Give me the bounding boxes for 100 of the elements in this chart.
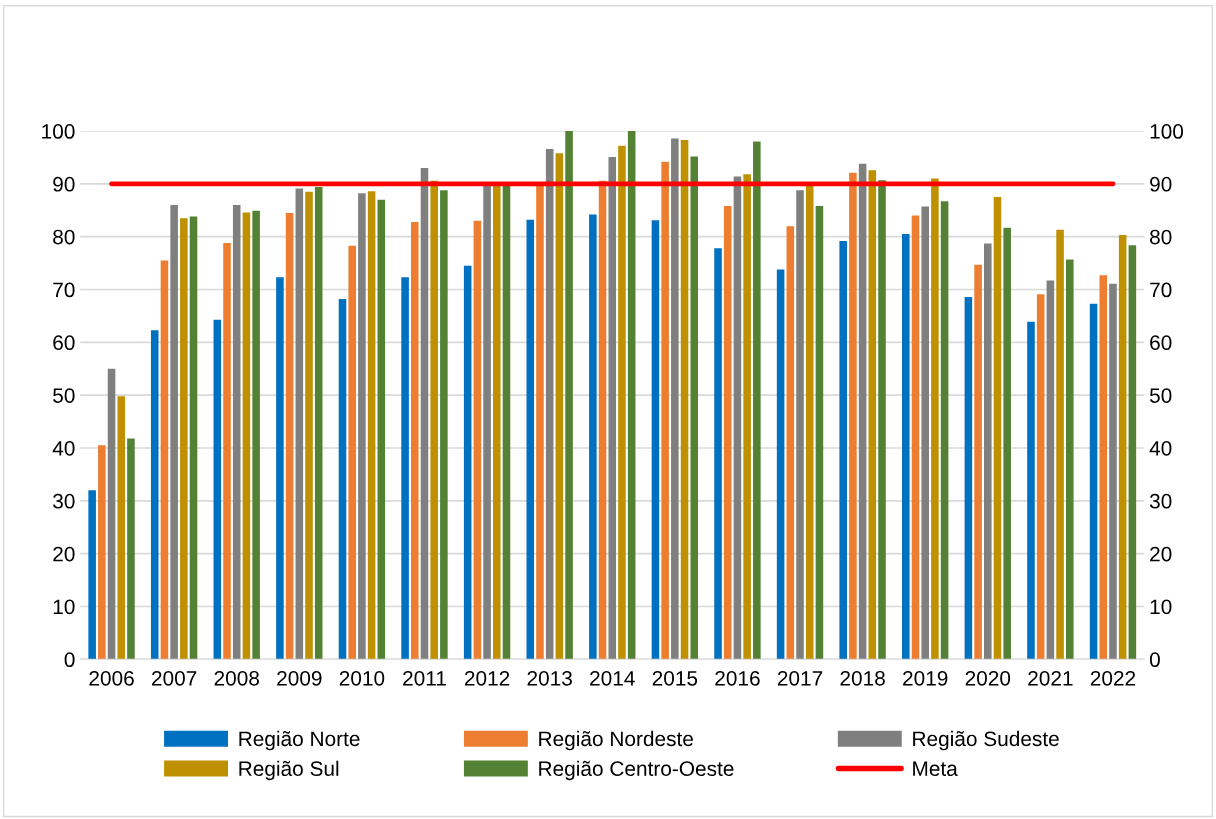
legend-label: Região Sul <box>239 760 339 781</box>
y2-tick-label: 100 <box>1150 124 1184 139</box>
legend-label: Região Centro-Oeste <box>539 760 734 781</box>
y-tick-label: 0 <box>64 652 75 668</box>
bar <box>776 269 785 660</box>
bar <box>295 188 304 660</box>
bar <box>627 131 636 660</box>
bar <box>902 234 910 660</box>
y-tick-label: 100 <box>42 124 75 139</box>
bar <box>993 197 1002 660</box>
bar <box>305 191 313 660</box>
y-tick-label: 20 <box>53 546 75 562</box>
bar <box>180 218 188 660</box>
bar <box>367 191 376 660</box>
bar <box>805 183 814 660</box>
x-tick-label: 2008 <box>214 670 259 686</box>
y-tick-label: 10 <box>53 599 75 615</box>
bar <box>1109 283 1117 660</box>
y2-tick-label: 20 <box>1150 546 1172 562</box>
bar <box>276 277 284 660</box>
y2-tick-label: 0 <box>1149 652 1160 668</box>
y-tick-label: 50 <box>53 388 75 403</box>
bar <box>1027 321 1035 660</box>
bar <box>849 172 857 660</box>
bar <box>242 212 251 660</box>
bar <box>796 190 804 660</box>
bar <box>358 193 366 660</box>
bar <box>589 214 597 660</box>
bar <box>839 240 847 660</box>
bar <box>921 206 929 660</box>
bar <box>714 248 722 660</box>
bar <box>1065 259 1074 660</box>
y2-tick-label: 30 <box>1149 493 1172 509</box>
bar <box>1056 229 1064 660</box>
bar <box>348 245 356 660</box>
y2-tick-label: 80 <box>1150 229 1172 245</box>
bar <box>377 199 386 660</box>
bar <box>651 220 660 660</box>
bar <box>98 445 106 660</box>
bar <box>463 265 472 660</box>
bar <box>252 210 260 660</box>
y-tick-label: 30 <box>53 493 75 509</box>
bar <box>858 163 867 660</box>
x-tick-label: 2018 <box>840 670 885 686</box>
y-tick-label: 40 <box>52 440 75 456</box>
bar <box>536 183 544 660</box>
x-tick-label: 2006 <box>89 670 134 686</box>
bar <box>743 174 751 660</box>
bar <box>107 368 116 660</box>
y2-tick-label: 10 <box>1150 599 1172 615</box>
bar <box>733 176 742 660</box>
bar <box>160 260 169 660</box>
bar <box>440 190 448 660</box>
y2-tick-label: 70 <box>1150 282 1172 298</box>
x-tick-label: 2014 <box>590 670 635 686</box>
y-tick-label: 60 <box>53 335 75 351</box>
legend-label: Meta <box>913 761 958 777</box>
bar <box>420 168 429 660</box>
bar <box>878 180 886 660</box>
bar <box>671 138 679 660</box>
legend-label: Região Nordeste <box>539 730 693 751</box>
bar <box>338 299 347 660</box>
y-tick-label: 80 <box>53 229 75 245</box>
bar <box>1036 294 1045 660</box>
bar <box>1089 303 1098 660</box>
bar <box>117 396 126 660</box>
bar <box>401 277 409 660</box>
bar <box>223 243 231 660</box>
bar <box>815 206 824 660</box>
bar <box>680 140 689 660</box>
bar <box>232 205 241 660</box>
bar <box>723 206 732 660</box>
bar <box>1099 275 1108 660</box>
bar <box>285 212 294 660</box>
x-tick-label: 2017 <box>777 670 823 686</box>
bar <box>127 438 135 660</box>
bar <box>868 170 877 660</box>
bar <box>931 178 939 660</box>
y2-tick-label: 50 <box>1149 388 1172 403</box>
bar <box>314 187 323 660</box>
bar <box>189 216 198 660</box>
y2-tick-label: 60 <box>1150 335 1172 351</box>
x-tick-label: 2007 <box>152 670 197 686</box>
bar <box>753 141 761 660</box>
bar <box>150 330 159 660</box>
x-tick-label: 2011 <box>403 670 446 686</box>
bar <box>618 145 626 660</box>
y2-tick-label: 40 <box>1149 440 1172 456</box>
y2-tick-label: 90 <box>1150 176 1172 192</box>
bar <box>786 226 795 660</box>
bar <box>911 215 920 660</box>
bar <box>1118 235 1127 660</box>
bar <box>940 201 949 660</box>
x-tick-label: 2021 <box>1028 670 1073 686</box>
x-tick-label: 2022 <box>1090 670 1136 686</box>
bar <box>526 219 535 660</box>
bar <box>411 221 419 660</box>
bar <box>1003 227 1011 660</box>
y-tick-label: 70 <box>53 282 75 298</box>
x-tick-label: 2012 <box>464 670 510 686</box>
